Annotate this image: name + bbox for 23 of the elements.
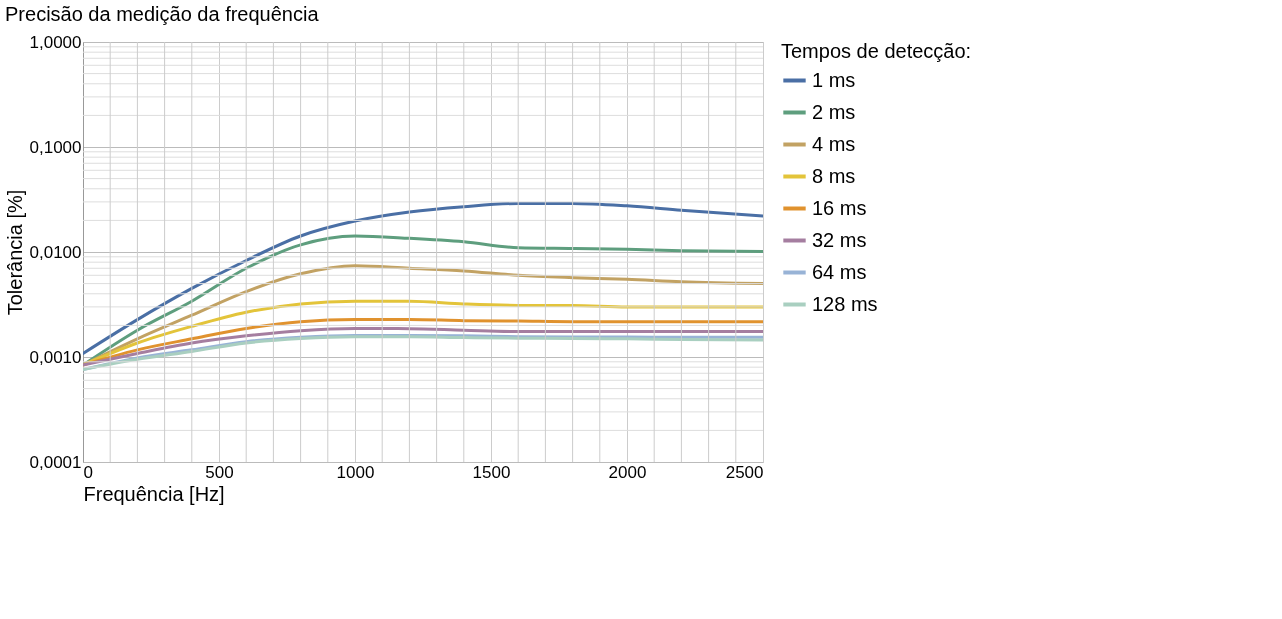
legend-label: 128 ms (812, 292, 878, 315)
x-axis-title: Frequência [Hz] (83, 482, 225, 505)
x-tick-label: 2500 (725, 462, 764, 482)
x-tick-label: 1500 (472, 462, 511, 482)
legend-label: 32 ms (812, 228, 867, 251)
legend-label: 4 ms (812, 132, 856, 155)
y-tick-label: 0,0100 (29, 242, 82, 262)
x-tick-label: 0 (83, 462, 93, 482)
legend-label: 2 ms (812, 100, 856, 123)
x-tick-label: 1000 (336, 462, 375, 482)
chart-title: Precisão da medição da frequência (5, 3, 320, 25)
y-tick-label: 0,0010 (29, 347, 82, 367)
y-tick-label: 1,0000 (29, 32, 82, 52)
x-tick-label: 2000 (608, 462, 647, 482)
legend-label: 1 ms (812, 68, 856, 91)
y-axis-title: Tolerância [%] (3, 189, 26, 316)
y-tick-label: 0,0001 (29, 452, 82, 472)
x-tick-label: 500 (205, 462, 234, 482)
legend-label: 8 ms (812, 164, 856, 187)
legend-label: 16 ms (812, 196, 867, 219)
y-tick-label: 0,1000 (29, 137, 82, 157)
legend-title: Tempos de detecção: (781, 40, 972, 62)
legend-label: 64 ms (812, 260, 867, 283)
